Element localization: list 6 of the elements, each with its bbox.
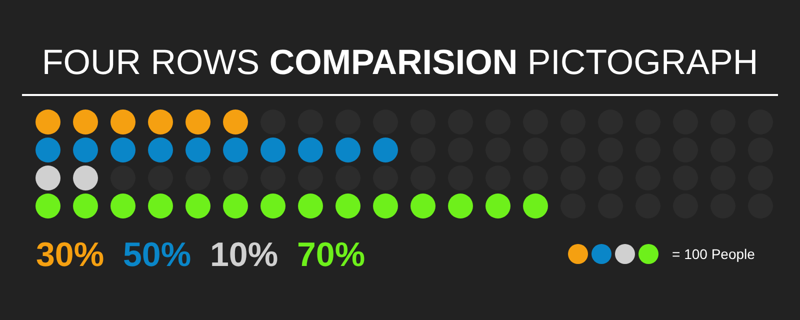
data-label: 70% xyxy=(297,236,366,274)
text: FOUR ROWS COMPARISION PICTOGRAPH xyxy=(42,43,758,82)
text: = 100 People xyxy=(672,246,756,262)
data-label: 50% xyxy=(123,236,192,274)
data-label: 30% xyxy=(36,236,104,274)
data-label: 10% xyxy=(210,236,278,274)
